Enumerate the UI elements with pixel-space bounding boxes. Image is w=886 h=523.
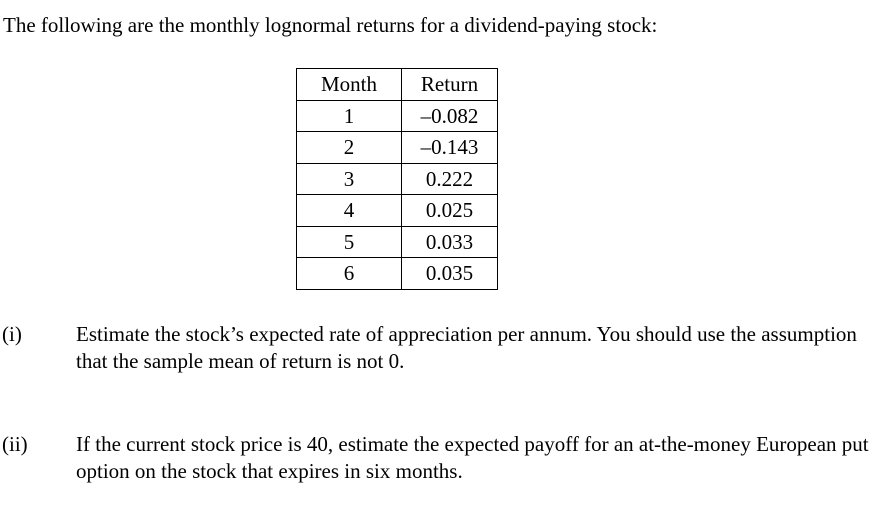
table-row: 3 0.222 [296, 162, 498, 195]
question-1-text: Estimate the stock’s expected rate of ap… [76, 322, 857, 373]
month-cell: 1 [296, 99, 402, 132]
header-return: Return [401, 68, 498, 101]
question-2-text: If the current stock price is 40, estima… [76, 432, 869, 483]
month-cell: 3 [296, 162, 402, 195]
month-cell: 5 [296, 225, 402, 258]
table-row: 2 –0.143 [296, 131, 498, 164]
intro-text: The following are the monthly lognormal … [3, 13, 658, 37]
return-cell: 0.222 [401, 162, 498, 195]
month-cell: 6 [296, 257, 402, 290]
table-row: 4 0.025 [296, 194, 498, 227]
question-1-number: (i) [2, 322, 22, 346]
returns-table: Month Return 1 –0.082 2 –0.143 3 0.222 4… [296, 68, 498, 290]
table-row: 1 –0.082 [296, 99, 498, 132]
table-row: 5 0.033 [296, 225, 498, 258]
month-cell: 4 [296, 194, 402, 227]
return-cell: –0.082 [401, 99, 498, 132]
return-cell: 0.033 [401, 225, 498, 258]
table-header-row: Month Return [296, 68, 498, 101]
header-month: Month [296, 68, 402, 101]
month-cell: 2 [296, 131, 402, 164]
question-2-number: (ii) [2, 432, 28, 456]
return-cell: 0.035 [401, 257, 498, 290]
return-cell: –0.143 [401, 131, 498, 164]
table-row: 6 0.035 [296, 257, 498, 290]
return-cell: 0.025 [401, 194, 498, 227]
